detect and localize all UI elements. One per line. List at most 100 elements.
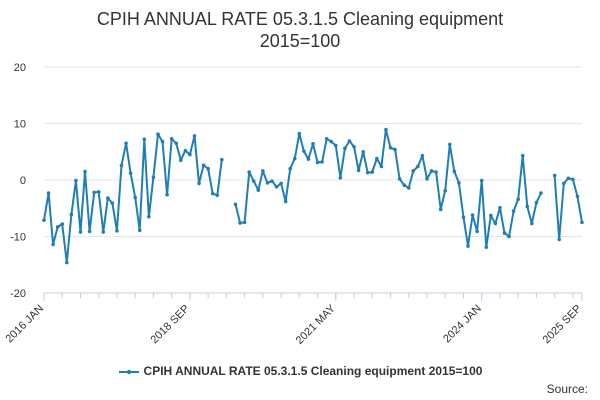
data-point[interactable] xyxy=(466,244,470,248)
data-point[interactable] xyxy=(420,153,425,158)
data-point[interactable] xyxy=(370,170,375,174)
data-point[interactable] xyxy=(192,134,197,138)
data-point[interactable] xyxy=(292,156,297,161)
data-point[interactable] xyxy=(479,178,484,183)
data-point[interactable] xyxy=(119,163,124,168)
data-point[interactable] xyxy=(502,231,507,235)
data-point[interactable] xyxy=(406,186,411,190)
data-point[interactable] xyxy=(270,179,274,183)
data-point[interactable] xyxy=(443,188,448,193)
data-point[interactable] xyxy=(338,175,343,180)
data-point[interactable] xyxy=(566,176,571,181)
data-point[interactable] xyxy=(201,163,206,168)
data-point[interactable] xyxy=(379,164,384,169)
data-point[interactable] xyxy=(580,220,584,225)
data-point[interactable] xyxy=(69,212,74,217)
data-point[interactable] xyxy=(55,225,60,229)
data-point[interactable] xyxy=(571,177,575,182)
data-point[interactable] xyxy=(87,229,92,234)
data-point[interactable] xyxy=(178,158,183,163)
data-point[interactable] xyxy=(265,181,270,185)
data-point[interactable] xyxy=(457,181,461,185)
data-point[interactable] xyxy=(347,139,352,143)
data-point[interactable] xyxy=(174,141,179,146)
data-point[interactable] xyxy=(133,195,137,200)
data-point[interactable] xyxy=(333,143,338,148)
data-point[interactable] xyxy=(283,199,288,204)
data-point[interactable] xyxy=(356,168,361,173)
data-point[interactable] xyxy=(251,179,256,183)
data-point[interactable] xyxy=(238,221,242,225)
data-point[interactable] xyxy=(242,220,247,225)
data-point[interactable] xyxy=(534,200,539,205)
data-point[interactable] xyxy=(306,157,311,161)
data-point[interactable] xyxy=(489,213,493,218)
data-point[interactable] xyxy=(197,181,201,186)
data-point[interactable] xyxy=(183,148,188,153)
data-point[interactable] xyxy=(507,234,511,239)
data-point[interactable] xyxy=(156,132,160,137)
data-point[interactable] xyxy=(115,229,119,233)
data-point[interactable] xyxy=(539,191,543,195)
data-point[interactable] xyxy=(188,152,192,157)
data-point[interactable] xyxy=(147,214,151,219)
data-point[interactable] xyxy=(438,207,443,212)
data-point[interactable] xyxy=(261,169,265,173)
data-point[interactable] xyxy=(411,169,416,173)
data-point[interactable] xyxy=(365,170,370,175)
data-point[interactable] xyxy=(429,169,434,173)
data-point[interactable] xyxy=(169,136,174,141)
data-point[interactable] xyxy=(302,149,306,153)
data-point[interactable] xyxy=(60,222,65,226)
data-point[interactable] xyxy=(42,218,46,222)
data-point[interactable] xyxy=(352,144,356,149)
data-point[interactable] xyxy=(160,139,165,144)
data-point[interactable] xyxy=(288,166,293,171)
data-point[interactable] xyxy=(83,169,87,174)
data-point[interactable] xyxy=(388,145,393,150)
data-point[interactable] xyxy=(498,205,502,210)
data-point[interactable] xyxy=(210,191,215,196)
data-point[interactable] xyxy=(561,181,566,186)
data-point[interactable] xyxy=(470,213,475,217)
data-point[interactable] xyxy=(279,181,283,186)
data-point[interactable] xyxy=(64,260,69,265)
data-point[interactable] xyxy=(375,156,379,161)
data-point[interactable] xyxy=(552,173,557,178)
data-point[interactable] xyxy=(475,229,479,234)
data-point[interactable] xyxy=(516,197,520,202)
data-point[interactable] xyxy=(311,142,315,146)
data-point[interactable] xyxy=(493,221,498,226)
data-point[interactable] xyxy=(447,142,452,147)
data-point[interactable] xyxy=(520,153,525,158)
data-point[interactable] xyxy=(215,193,220,198)
data-point[interactable] xyxy=(46,191,51,195)
data-point[interactable] xyxy=(142,137,147,142)
data-point[interactable] xyxy=(315,160,320,165)
data-point[interactable] xyxy=(343,146,347,151)
legend[interactable]: CPIH ANNUAL RATE 05.3.1.5 Cleaning equip… xyxy=(0,364,600,378)
data-point[interactable] xyxy=(165,192,169,197)
data-point[interactable] xyxy=(74,178,78,183)
data-point[interactable] xyxy=(530,221,534,226)
data-point[interactable] xyxy=(397,177,402,181)
data-point[interactable] xyxy=(575,194,580,199)
data-point[interactable] xyxy=(220,157,224,162)
data-point[interactable] xyxy=(324,136,329,141)
data-point[interactable] xyxy=(384,127,388,132)
data-point[interactable] xyxy=(274,184,279,189)
data-point[interactable] xyxy=(78,230,83,234)
data-point[interactable] xyxy=(416,164,420,169)
data-point[interactable] xyxy=(110,201,115,205)
data-point[interactable] xyxy=(320,160,324,164)
data-point[interactable] xyxy=(137,228,142,233)
data-point[interactable] xyxy=(128,171,133,176)
data-point[interactable] xyxy=(461,215,466,220)
data-point[interactable] xyxy=(297,131,302,136)
data-point[interactable] xyxy=(425,177,429,181)
data-point[interactable] xyxy=(247,170,251,174)
data-point[interactable] xyxy=(151,175,156,179)
data-point[interactable] xyxy=(329,139,334,144)
data-point[interactable] xyxy=(557,237,562,242)
data-point[interactable] xyxy=(434,170,438,174)
